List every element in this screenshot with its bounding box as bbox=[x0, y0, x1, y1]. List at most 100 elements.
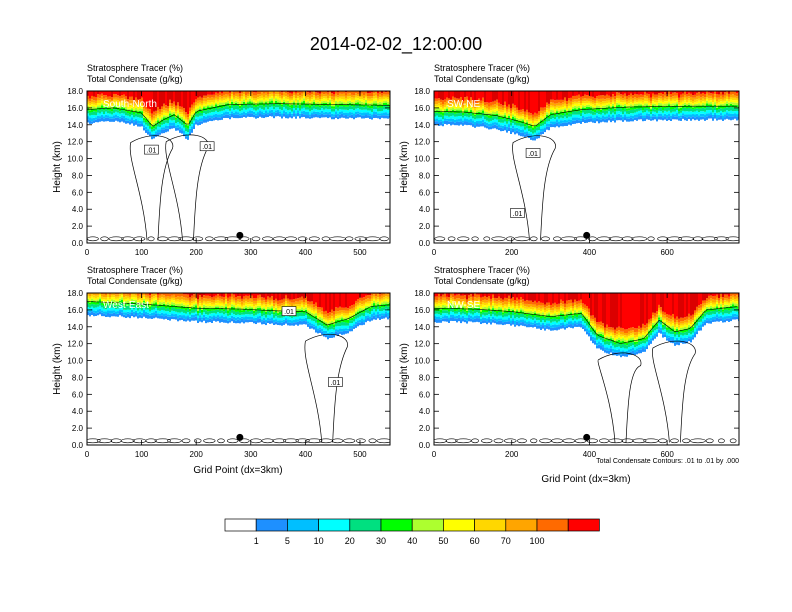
tracer-cell bbox=[347, 308, 349, 311]
tracer-cell bbox=[540, 115, 542, 119]
tracer-cell bbox=[514, 128, 516, 132]
tracer-cell bbox=[195, 116, 197, 119]
tracer-cell bbox=[277, 104, 279, 108]
tracer-cell bbox=[197, 105, 199, 109]
tracer-cell bbox=[165, 122, 167, 126]
tracer-cell bbox=[87, 306, 89, 310]
tracer-cell bbox=[309, 311, 311, 314]
tracer-cell bbox=[371, 114, 373, 118]
tracer-cell bbox=[245, 316, 247, 320]
tracer-cell bbox=[305, 104, 307, 107]
tracer-cell bbox=[592, 104, 594, 107]
tracer-cell bbox=[444, 115, 446, 119]
tracer-cell bbox=[363, 312, 365, 317]
tracer-cell bbox=[205, 308, 207, 311]
tracer-cell bbox=[315, 293, 317, 303]
tracer-cell bbox=[351, 308, 353, 311]
tracer-cell bbox=[175, 105, 177, 109]
tracer-cell bbox=[261, 114, 263, 118]
tracer-cell bbox=[668, 102, 670, 105]
tracer-cell bbox=[253, 315, 255, 319]
tracer-cell bbox=[119, 298, 121, 301]
tracer-cell bbox=[231, 108, 233, 112]
tracer-cell bbox=[215, 316, 217, 319]
tracer-cell bbox=[283, 113, 285, 117]
tracer-cell bbox=[700, 108, 702, 112]
tracer-cell bbox=[119, 111, 121, 114]
tracer-cell bbox=[486, 91, 488, 103]
tracer-cell bbox=[259, 307, 261, 310]
tracer-cell bbox=[167, 307, 169, 312]
tracer-cell bbox=[682, 108, 684, 111]
tracer-cell bbox=[385, 94, 387, 97]
tracer-cell bbox=[135, 121, 137, 125]
tracer-cell bbox=[674, 101, 676, 104]
tracer-cell bbox=[139, 105, 141, 109]
tracer-cell bbox=[189, 128, 191, 133]
tracer-cell bbox=[654, 103, 656, 107]
tracer-cell bbox=[736, 110, 738, 115]
tracer-cell bbox=[335, 320, 337, 324]
tracer-cell bbox=[524, 134, 526, 138]
tracer-cell bbox=[123, 293, 125, 295]
tracer-cell bbox=[283, 92, 285, 96]
tracer-cell bbox=[323, 112, 325, 115]
tracer-cell bbox=[638, 116, 640, 120]
tracer-cell bbox=[508, 109, 510, 113]
tracer-cell bbox=[327, 106, 329, 110]
tracer-cell bbox=[484, 119, 486, 122]
tracer-cell bbox=[215, 104, 217, 108]
tracer-cell bbox=[157, 305, 159, 308]
tracer-cell bbox=[476, 108, 478, 111]
tracer-cell bbox=[558, 102, 560, 106]
contour-label: .01 bbox=[147, 148, 157, 155]
tracer-cell bbox=[341, 111, 343, 114]
tracer-cell bbox=[299, 306, 301, 309]
tracer-cell bbox=[436, 118, 438, 122]
tracer-cell bbox=[355, 311, 357, 314]
tracer-cell bbox=[97, 107, 99, 110]
tracer-cell bbox=[622, 105, 624, 108]
tracer-cell bbox=[574, 103, 576, 106]
tracer-cell bbox=[321, 331, 323, 335]
tracer-cell bbox=[101, 99, 103, 101]
tracer-cell bbox=[211, 94, 213, 98]
tracer-cell bbox=[303, 313, 305, 317]
tracer-cell bbox=[243, 96, 245, 100]
tracer-cell bbox=[307, 293, 309, 302]
tracer-cell bbox=[516, 130, 518, 134]
tracer-cell bbox=[339, 114, 341, 119]
tracer-cell bbox=[217, 105, 219, 109]
tracer-cell bbox=[175, 117, 177, 120]
tracer-cell bbox=[448, 109, 450, 112]
tracer-cell bbox=[123, 304, 125, 307]
tracer-cell bbox=[484, 124, 486, 128]
tracer-cell bbox=[590, 98, 592, 102]
tracer-cell bbox=[301, 113, 303, 118]
tracer-cell bbox=[718, 109, 720, 113]
tracer-cell bbox=[145, 124, 147, 127]
tracer-cell bbox=[468, 110, 470, 113]
tracer-cell bbox=[333, 99, 335, 103]
tracer-cell bbox=[233, 104, 235, 107]
tracer-cell bbox=[121, 293, 123, 296]
tracer-cell bbox=[175, 111, 177, 114]
tracer-cell bbox=[151, 293, 153, 295]
tracer-cell bbox=[179, 303, 181, 307]
tracer-cell bbox=[147, 303, 149, 307]
tracer-cell bbox=[143, 125, 145, 128]
tracer-cell bbox=[558, 91, 560, 100]
tracer-cell bbox=[173, 113, 175, 117]
tracer-cell bbox=[103, 116, 105, 119]
tracer-cell bbox=[113, 305, 115, 308]
tracer-cell bbox=[696, 92, 698, 97]
tracer-cell bbox=[536, 127, 538, 131]
tracer-cell bbox=[524, 132, 526, 135]
tracer-cell bbox=[702, 101, 704, 104]
tracer-cell bbox=[700, 104, 702, 107]
tracer-cell bbox=[534, 118, 536, 121]
tracer-cell bbox=[734, 91, 736, 96]
tracer-cell bbox=[688, 102, 690, 105]
tracer-cell bbox=[101, 91, 103, 94]
tracer-cell bbox=[512, 91, 514, 104]
